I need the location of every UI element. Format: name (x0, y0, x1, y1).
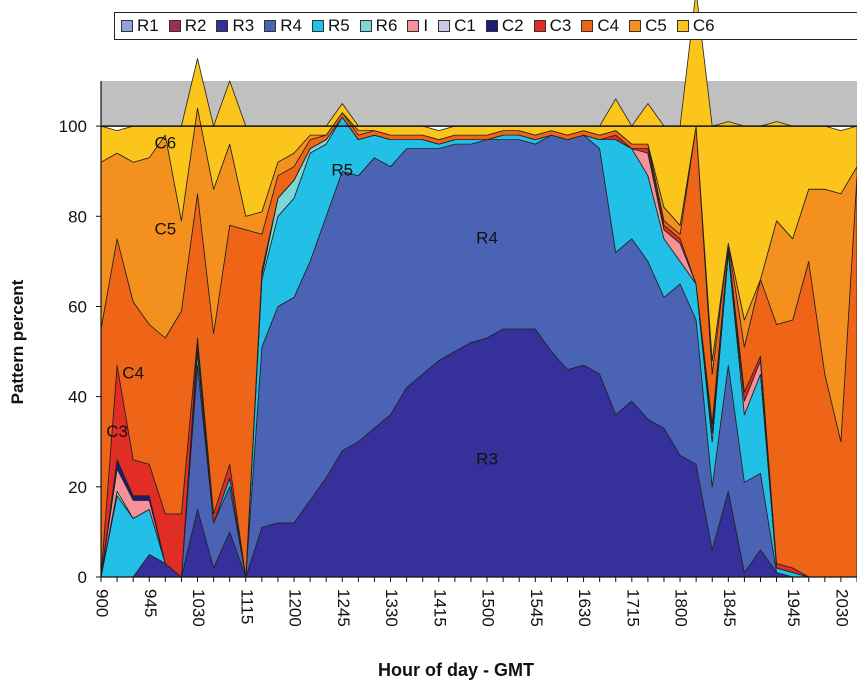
legend-item-r1: R1 (121, 16, 159, 36)
y-tick-label: 60 (68, 297, 87, 316)
x-tick-label: 1200 (286, 589, 305, 627)
legend-label: C2 (501, 16, 524, 35)
legend-swatch (533, 20, 546, 32)
top-band (101, 81, 857, 127)
legend-swatch (676, 20, 689, 32)
legend-label: R2 (184, 16, 207, 35)
y-tick-label: 40 (68, 388, 87, 407)
legend-item-c1: C1 (438, 16, 476, 36)
legend-swatch (485, 20, 498, 32)
annotation-c3: C3 (106, 422, 128, 441)
x-tick-label: 900 (93, 589, 112, 617)
chart-legend: R1 R2 R3 R4 R5 R6 I C1 C2 C3 C4 C5 C6 (114, 12, 857, 40)
legend-label: R3 (232, 16, 255, 35)
legend-label: R5 (327, 16, 350, 35)
legend-label: I (423, 16, 429, 35)
x-tick-label: 2030 (832, 589, 851, 627)
legend-swatch (438, 20, 451, 32)
legend-swatch (121, 20, 133, 32)
x-tick-label: 1630 (575, 589, 594, 627)
x-axis-label: Hour of day - GMT (378, 660, 534, 680)
y-axis-label: Pattern percent (8, 279, 27, 405)
legend-swatch (168, 20, 181, 32)
legend-item-r3: R3 (216, 16, 254, 36)
legend-swatch (216, 20, 229, 32)
annotation-r5: R5 (331, 161, 353, 180)
legend-item-c5: C5 (629, 16, 667, 36)
legend-swatch (581, 20, 594, 32)
x-tick-label: 1845 (720, 589, 739, 627)
x-tick-label: 1945 (784, 589, 803, 627)
y-tick-label: 100 (59, 117, 87, 136)
y-tick-label: 80 (68, 207, 87, 226)
legend-item-r5: R5 (311, 16, 350, 36)
x-tick-label: 1800 (672, 589, 691, 627)
x-tick-label: 945 (141, 589, 160, 617)
legend-label: R1 (137, 16, 159, 35)
annotation-r3: R3 (476, 449, 498, 468)
legend-label: R6 (375, 16, 398, 35)
annotation-r4: R4 (476, 228, 498, 247)
legend-label: C4 (597, 16, 620, 35)
legend-item-c2: C2 (485, 16, 524, 36)
legend-item-c3: C3 (533, 16, 572, 36)
y-tick-label: 20 (68, 478, 87, 497)
x-tick-label: 1545 (527, 589, 546, 627)
legend-label: C6 (692, 16, 715, 35)
legend-label: C1 (454, 16, 476, 35)
legend-item-i: I (407, 16, 428, 36)
legend-swatch (407, 20, 420, 32)
x-tick-label: 1030 (189, 589, 208, 627)
x-tick-label: 1500 (479, 589, 498, 627)
x-tick-label: 1415 (430, 589, 449, 627)
x-tick-label: 1115 (237, 589, 256, 624)
legend-item-r6: R6 (359, 16, 398, 36)
legend-swatch (311, 20, 324, 32)
legend-item-r2: R2 (168, 16, 207, 36)
x-tick-label: 1715 (623, 589, 642, 627)
annotation-c5: C5 (154, 219, 176, 238)
x-tick-label: 1330 (382, 589, 401, 627)
legend-item-c6: C6 (676, 16, 715, 36)
legend-swatch (629, 20, 642, 32)
legend-swatch (264, 20, 277, 32)
annotation-c4: C4 (122, 364, 144, 383)
legend-swatch (359, 20, 372, 32)
x-tick-label: 1245 (334, 589, 353, 627)
legend-item-c4: C4 (581, 16, 619, 36)
annotation-c6: C6 (154, 134, 176, 153)
legend-item-r4: R4 (264, 16, 302, 36)
y-tick-label: 0 (78, 568, 87, 587)
legend-label: R4 (280, 16, 302, 35)
legend-label: C5 (645, 16, 667, 35)
legend-label: C3 (549, 16, 572, 35)
